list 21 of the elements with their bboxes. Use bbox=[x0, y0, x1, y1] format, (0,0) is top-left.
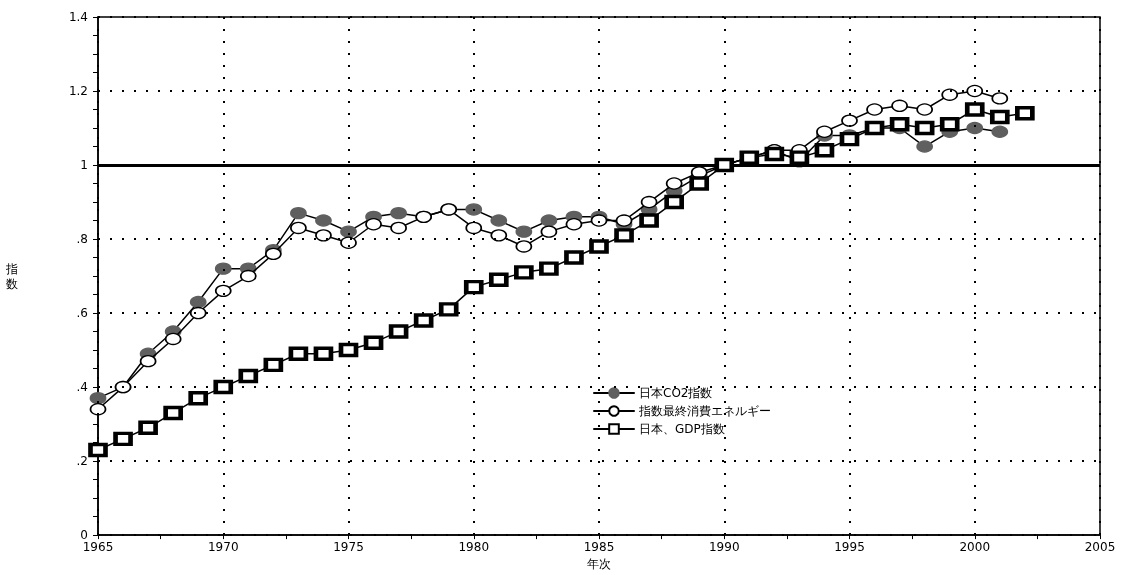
y-tick-label: 1 bbox=[80, 158, 88, 173]
x-tick-label: 1995 bbox=[834, 540, 865, 555]
x-tick-label: 2000 bbox=[959, 540, 991, 555]
x-tick-label: 1980 bbox=[458, 540, 490, 555]
x-tick-label: 1990 bbox=[708, 540, 740, 555]
x-tick-label: 1970 bbox=[207, 540, 239, 555]
legend-label: 日本CO2指数 bbox=[639, 386, 713, 400]
y-tick-label: 1.4 bbox=[68, 10, 88, 24]
legend-label: 日本、GDP指数 bbox=[639, 422, 725, 436]
x-tick-label: 1965 bbox=[82, 540, 114, 555]
x-axis-title: 年次 bbox=[587, 557, 611, 571]
y-axis-title: 指数 bbox=[5, 261, 18, 291]
x-tick-label: 2005 bbox=[1084, 540, 1116, 555]
y-tick-label: 1.2 bbox=[68, 84, 88, 99]
y-tick-label: .8 bbox=[76, 232, 88, 247]
y-tick-label: .2 bbox=[76, 454, 88, 469]
x-tick-label: 1985 bbox=[583, 540, 615, 555]
y-tick-label: .6 bbox=[76, 306, 88, 321]
x-tick-label: 1975 bbox=[333, 540, 364, 555]
y-tick-label: .4 bbox=[76, 380, 88, 395]
y-tick-label: 0 bbox=[80, 528, 88, 543]
